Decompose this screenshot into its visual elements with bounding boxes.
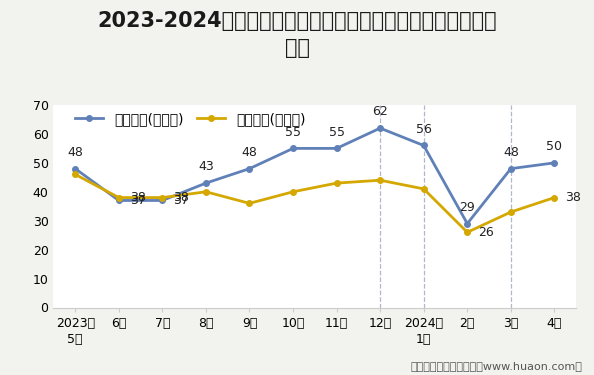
进口总额(亿美元) [246,201,253,206]
Line: 出口总额(亿美元): 出口总额(亿美元) [72,125,557,226]
Line: 进口总额(亿美元): 进口总额(亿美元) [72,172,557,235]
进口总额(亿美元) [289,189,296,194]
进口总额(亿美元) [464,230,471,234]
出口总额(亿美元) [203,181,210,185]
Text: 55: 55 [328,126,345,139]
出口总额(亿美元) [377,126,384,130]
进口总额(亿美元) [159,195,166,200]
出口总额(亿美元) [420,143,427,148]
Text: 38: 38 [130,191,146,204]
进口总额(亿美元) [203,189,210,194]
出口总额(亿美元) [551,160,558,165]
Text: 38: 38 [173,191,189,204]
Text: 37: 37 [173,194,189,207]
出口总额(亿美元) [464,221,471,226]
Text: 29: 29 [459,201,475,214]
出口总额(亿美元) [115,198,122,203]
Text: 55: 55 [285,126,301,139]
进口总额(亿美元) [507,210,514,214]
Text: 统计: 统计 [285,38,309,57]
进口总额(亿美元) [115,195,122,200]
Text: 43: 43 [198,160,214,173]
进口总额(亿美元) [420,187,427,191]
Text: 26: 26 [478,226,494,239]
Text: 48: 48 [503,146,519,159]
出口总额(亿美元) [246,166,253,171]
Text: 37: 37 [130,194,146,207]
Text: 56: 56 [416,123,432,136]
Legend: 出口总额(亿美元), 进口总额(亿美元): 出口总额(亿美元), 进口总额(亿美元) [71,108,310,130]
Text: 2023-2024年广西壮族自治区商品收发货人所在地进、出口额: 2023-2024年广西壮族自治区商品收发货人所在地进、出口额 [97,11,497,31]
Text: 38: 38 [565,191,582,204]
Text: 制图：华经产业研究院（www.huaon.com）: 制图：华经产业研究院（www.huaon.com） [410,361,582,371]
进口总额(亿美元) [72,172,79,177]
Text: 62: 62 [372,105,388,118]
Text: 48: 48 [242,146,257,159]
进口总额(亿美元) [333,181,340,185]
Text: 48: 48 [67,146,83,159]
出口总额(亿美元) [333,146,340,151]
进口总额(亿美元) [551,195,558,200]
出口总额(亿美元) [72,166,79,171]
Text: 50: 50 [546,140,563,153]
进口总额(亿美元) [377,178,384,183]
出口总额(亿美元) [507,166,514,171]
出口总额(亿美元) [159,198,166,203]
出口总额(亿美元) [289,146,296,151]
